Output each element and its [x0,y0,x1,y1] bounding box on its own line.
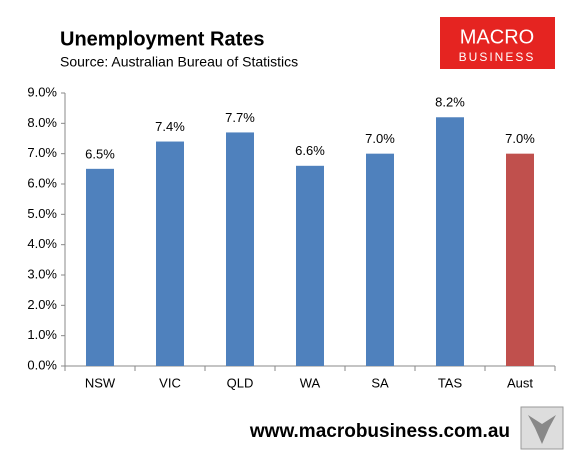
logo-text: BUSINESS [459,50,536,64]
chart-title: Unemployment Rates [60,28,265,50]
y-tick-label: 1.0% [27,327,57,342]
x-tick-label: SA [371,375,389,390]
bar [506,153,534,366]
y-tick-label: 8.0% [27,115,57,130]
value-label: 7.4% [155,119,185,134]
logo-text: MACRO [460,26,534,48]
x-tick-label: TAS [438,375,463,390]
value-label: 7.0% [505,131,535,146]
bar [366,153,394,366]
bar [86,168,114,366]
value-label: 7.7% [225,110,255,125]
value-label: 6.5% [85,146,115,161]
y-tick-label: 3.0% [27,266,57,281]
bar [156,141,184,366]
value-label: 7.0% [365,131,395,146]
footer: www.macrobusiness.com.au [249,421,510,442]
y-tick-label: 2.0% [27,297,57,312]
chart-subtitle: Source: Australian Bureau of Statistics [60,54,298,70]
logo-box [440,17,555,69]
y-tick-label: 6.0% [27,175,57,190]
x-tick-label: Aust [507,375,533,390]
bar [436,117,464,367]
value-label: 8.2% [435,95,465,110]
fox-icon [528,415,556,444]
bar [226,132,254,366]
y-tick-label: 5.0% [27,206,57,221]
x-tick-label: QLD [227,375,254,390]
y-tick-label: 7.0% [27,145,57,160]
x-tick-label: NSW [85,375,116,390]
x-tick-label: WA [300,375,321,390]
y-tick-label: 9.0% [27,84,57,99]
value-label: 6.6% [295,143,325,158]
x-tick-label: VIC [159,375,181,390]
bar [296,165,324,366]
y-tick-label: 4.0% [27,236,57,251]
y-tick-label: 0.0% [27,357,57,372]
